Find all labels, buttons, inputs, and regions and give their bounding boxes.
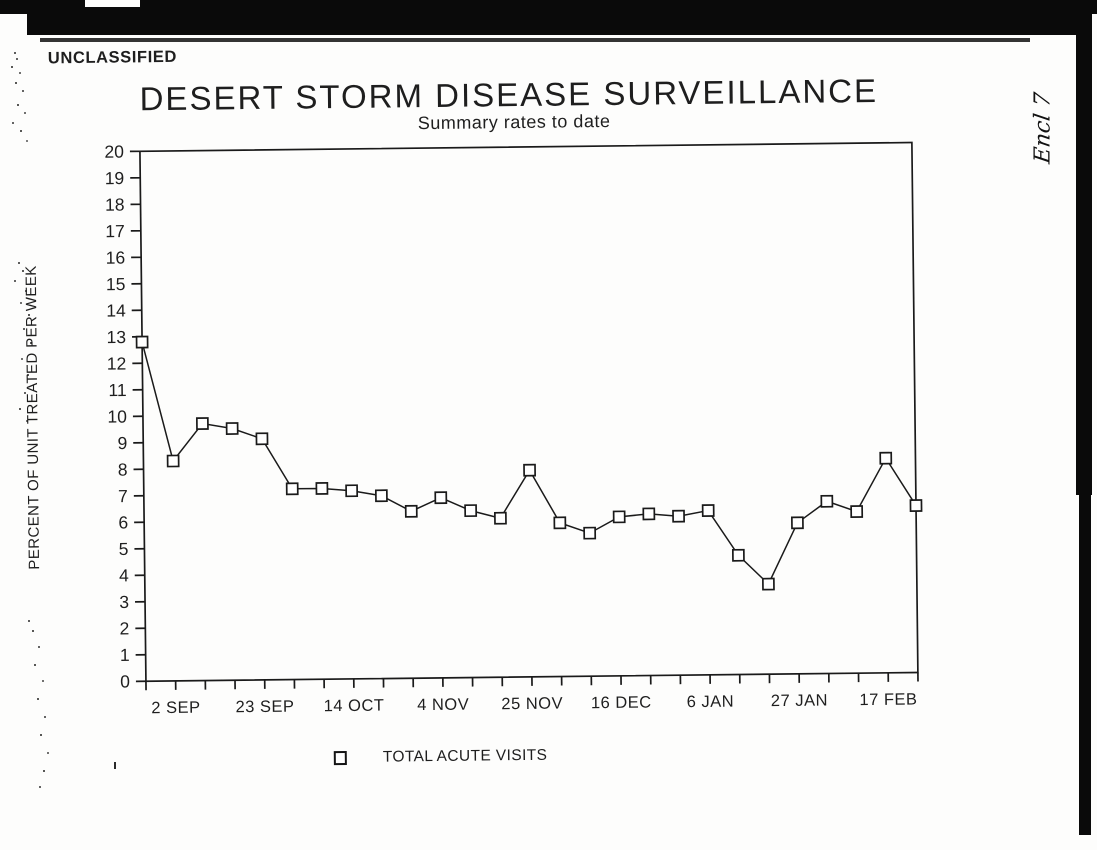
data-point-marker xyxy=(850,505,864,518)
y-tick-label: 11 xyxy=(108,380,126,400)
data-point-marker xyxy=(909,499,923,512)
scan-noise-speckles xyxy=(28,620,30,622)
y-tick-label: 1 xyxy=(120,645,130,665)
data-point-marker xyxy=(583,526,597,540)
x-tick-label: 14 OCT xyxy=(324,697,385,716)
y-tick-label: 14 xyxy=(106,300,126,320)
data-point-marker xyxy=(315,482,329,495)
scan-artifact-top-bar-2 xyxy=(27,8,1087,35)
data-point-marker xyxy=(135,335,149,349)
handwritten-enclosure-note: Encl 7 xyxy=(1030,90,1056,166)
data-point-marker xyxy=(166,454,180,468)
data-point-marker xyxy=(731,548,745,562)
data-point-marker xyxy=(285,482,299,496)
x-tick-label: 25 NOV xyxy=(501,695,563,714)
scan-noise-mark xyxy=(114,762,116,769)
classification-label: UNCLASSIFIED xyxy=(47,47,178,68)
data-point-marker xyxy=(642,507,656,521)
legend-label: TOTAL ACUTE VISITS xyxy=(382,746,548,766)
y-tick-label: 8 xyxy=(118,459,128,479)
data-point-marker xyxy=(553,516,567,530)
data-point-marker xyxy=(464,504,478,518)
x-tick-label: 2 SEP xyxy=(151,699,200,718)
scan-artifact-slit xyxy=(85,0,140,7)
legend-square-marker-icon xyxy=(333,750,347,766)
y-axis-title: PERCENT OF UNIT TREATED PER WEEK xyxy=(22,265,44,570)
data-line xyxy=(141,341,917,586)
scan-artifact-right-bar xyxy=(1076,10,1092,495)
scan-noise-speckles xyxy=(18,262,20,264)
y-tick-label: 19 xyxy=(105,168,125,188)
x-tick-label: 27 JAN xyxy=(771,692,828,711)
data-point-marker xyxy=(761,577,775,591)
y-tick-label: 6 xyxy=(118,512,128,532)
y-tick-label: 10 xyxy=(107,406,127,426)
y-tick-label: 4 xyxy=(119,565,129,585)
data-point-marker xyxy=(820,494,834,508)
x-tick-label: 23 SEP xyxy=(235,698,294,717)
data-point-marker xyxy=(672,509,685,523)
data-point-marker xyxy=(374,489,388,503)
scan-artifact-streak xyxy=(40,38,1030,42)
data-point-marker xyxy=(523,463,536,477)
plot-frame xyxy=(139,141,919,683)
y-tick-label: 9 xyxy=(117,433,127,453)
y-tick-label: 12 xyxy=(107,353,127,373)
y-tick-label: 0 xyxy=(120,671,130,691)
data-point-marker xyxy=(612,510,626,524)
data-point-marker xyxy=(225,422,239,435)
y-tick-label: 16 xyxy=(106,247,126,267)
data-point-marker xyxy=(493,511,507,525)
data-point-marker xyxy=(255,432,269,446)
data-point-marker xyxy=(790,516,804,530)
y-tick-label: 3 xyxy=(119,592,129,612)
data-point-marker xyxy=(434,491,448,505)
scan-noise-speckles xyxy=(14,52,16,54)
chart-legend: TOTAL ACUTE VISITS xyxy=(333,746,548,767)
y-tick-label: 7 xyxy=(118,486,128,506)
x-tick-label: 6 JAN xyxy=(687,693,735,712)
data-point-marker xyxy=(404,504,418,518)
data-point-marker xyxy=(701,504,715,517)
x-tick-label: 17 FEB xyxy=(859,691,917,710)
data-point-marker xyxy=(345,484,359,498)
y-tick-label: 17 xyxy=(105,221,125,241)
y-tick-label: 20 xyxy=(104,141,124,161)
data-point-marker xyxy=(879,451,893,465)
x-tick-label: 16 DEC xyxy=(591,694,652,713)
y-tick-label: 2 xyxy=(119,618,129,638)
y-tick-label: 13 xyxy=(106,327,126,347)
data-point-marker xyxy=(195,417,209,430)
y-tick-label: 5 xyxy=(119,539,129,559)
y-tick-label: 15 xyxy=(106,274,126,294)
x-tick-label: 4 NOV xyxy=(417,696,469,715)
y-tick-label: 18 xyxy=(105,194,125,214)
scan-artifact-right-bar-2 xyxy=(1079,492,1091,835)
